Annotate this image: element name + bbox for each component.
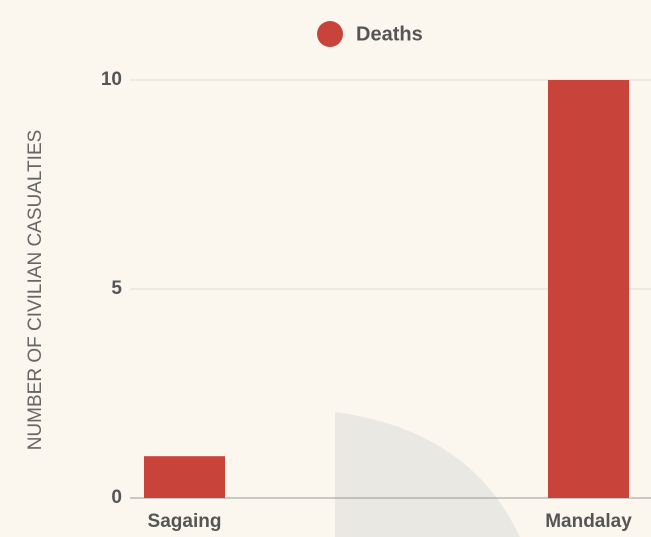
bar (548, 80, 629, 498)
y-tick-label: 0 (111, 487, 122, 508)
bar (144, 456, 225, 498)
x-tick-label: Mandalay (545, 511, 632, 532)
legend-label: Deaths (356, 23, 423, 45)
y-axis-label: NUMBER OF CIVILIAN CASUALTIES (25, 130, 46, 451)
decoration (335, 412, 520, 537)
legend-swatch (317, 21, 343, 47)
x-tick-label: Sagaing (148, 511, 222, 532)
y-tick-label: 10 (101, 69, 122, 90)
y-tick-label: 5 (111, 278, 122, 299)
